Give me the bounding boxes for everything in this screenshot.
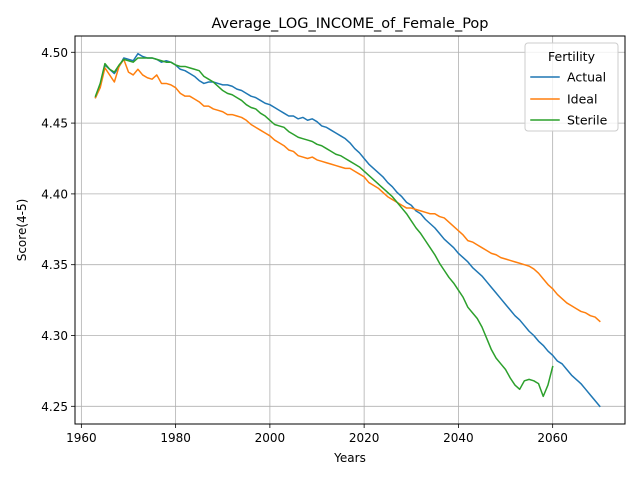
y-tick-label: 4.30 [41, 329, 68, 343]
plot-area-frame [74, 35, 626, 425]
y-tick-label: 4.35 [41, 258, 68, 272]
legend: Fertility Actual Ideal Sterile [524, 42, 619, 132]
series-lines [94, 52, 601, 408]
x-tick-label: 1960 [66, 431, 97, 445]
legend-box [524, 42, 619, 132]
x-tick-label: 1980 [160, 431, 191, 445]
axis-ticks: 1960 1980 2000 2020 2040 2060 4.25 4.30 4.35 4.40… [41, 46, 568, 445]
x-tick-label: 2040 [443, 431, 474, 445]
y-tick-label: 4.40 [41, 187, 68, 201]
legend-label-sterile: Sterile [567, 113, 608, 128]
series-line-actual [94, 52, 601, 408]
legend-title: Fertility [548, 49, 596, 64]
y-axis-title: Score(4-5) [15, 199, 29, 262]
x-axis-title: Years [333, 451, 366, 465]
series-line-ideal [94, 58, 601, 323]
y-tick-label: 4.25 [41, 400, 68, 414]
series-line-sterile [94, 57, 554, 398]
y-tick-label: 4.50 [41, 46, 68, 60]
x-tick-label: 2020 [349, 431, 380, 445]
y-tick-label: 4.45 [41, 117, 68, 131]
x-tick-label: 2000 [255, 431, 286, 445]
chart-title: Average_LOG_INCOME_of_Female_Pop [211, 16, 488, 32]
legend-label-actual: Actual [567, 70, 606, 85]
x-tick-label: 2060 [537, 431, 568, 445]
legend-label-ideal: Ideal [567, 92, 597, 107]
